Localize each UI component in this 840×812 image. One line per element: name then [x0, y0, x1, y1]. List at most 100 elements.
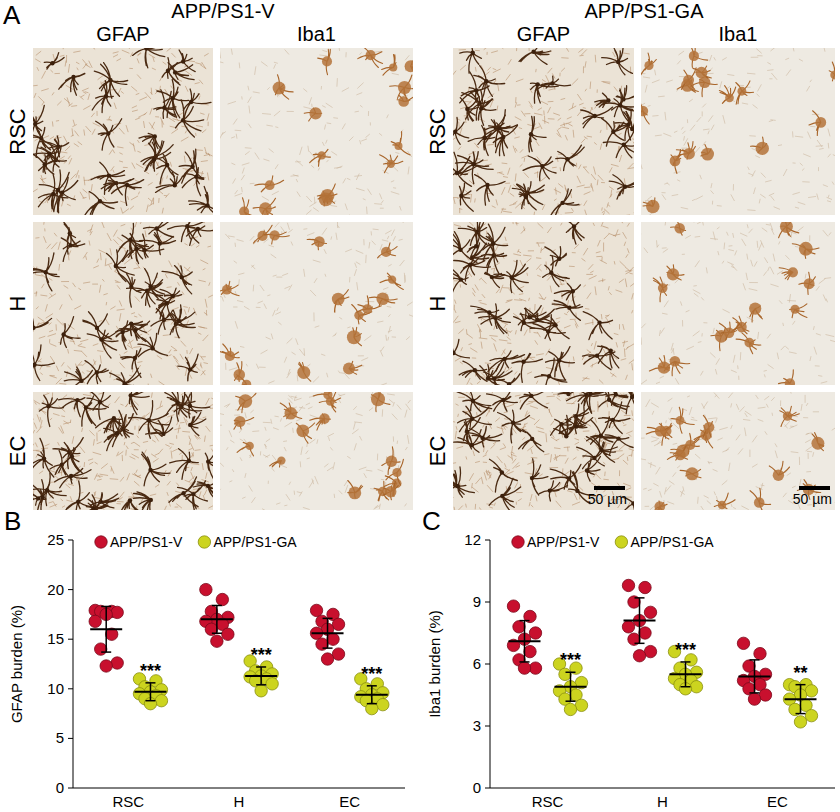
cell-body — [644, 61, 653, 70]
cell-process — [390, 75, 413, 99]
data-point — [690, 681, 702, 693]
cell-process — [380, 273, 403, 289]
micrograph-background — [641, 222, 835, 385]
cell-body — [318, 151, 326, 159]
cell-body — [670, 156, 681, 167]
cell-process — [453, 467, 464, 497]
cell-process — [474, 66, 505, 97]
cell-process — [162, 266, 192, 294]
cell-body — [618, 103, 622, 107]
cell-body — [187, 459, 191, 463]
cell-body — [153, 134, 157, 138]
cell-body — [273, 82, 286, 95]
error-cap — [796, 684, 806, 686]
cell-process — [162, 58, 180, 85]
scale-bar-label: 50 µm — [793, 491, 832, 507]
cell-body — [557, 358, 561, 362]
column-title: Iba1 — [297, 23, 336, 45]
cell-process — [609, 175, 634, 199]
y-tick — [68, 688, 73, 689]
cell-body — [725, 93, 734, 102]
cell-process — [483, 362, 512, 385]
cell-body — [631, 501, 634, 505]
cell-process — [812, 433, 824, 451]
y-tick-label: 20 — [47, 581, 64, 598]
mean-line — [739, 675, 771, 677]
data-point — [622, 621, 634, 633]
cell-body — [239, 206, 249, 215]
x-tick-label: RSC — [112, 793, 144, 810]
legend-swatch — [198, 536, 210, 548]
cell-body — [76, 500, 80, 504]
cell-process — [296, 423, 314, 443]
cell-process — [154, 90, 176, 119]
cell-process — [531, 83, 559, 103]
mean-line — [356, 694, 388, 696]
cell-body — [185, 224, 189, 228]
speckle — [33, 222, 213, 385]
error-cap — [367, 685, 377, 687]
cell-body — [84, 405, 88, 409]
y-axis-title: GFAP burden (%) — [8, 605, 25, 723]
error-cap — [635, 643, 645, 645]
micrograph-background — [453, 48, 634, 215]
data-point — [737, 637, 749, 649]
mean-line — [785, 698, 817, 700]
cell-body — [609, 349, 613, 353]
cell-body — [529, 132, 533, 136]
y-tick — [485, 540, 490, 541]
cell-body — [43, 162, 47, 166]
cell-body — [500, 470, 504, 474]
data-point — [529, 627, 541, 639]
cell-process — [193, 478, 213, 501]
cell-process — [671, 407, 694, 433]
cell-body — [491, 241, 495, 245]
data-point — [754, 647, 766, 659]
cell-body — [269, 230, 279, 240]
cell-body — [459, 277, 463, 281]
cell-process — [118, 223, 149, 258]
cell-body — [674, 223, 684, 233]
cell-process — [530, 315, 565, 341]
cell-body — [188, 367, 192, 371]
micrograph-texture — [641, 48, 835, 215]
cell-body — [689, 51, 699, 61]
error-cap — [681, 686, 691, 688]
significance: *** — [361, 664, 382, 684]
error-cap — [323, 618, 333, 620]
micrograph-background — [220, 222, 413, 385]
cell-body — [560, 201, 564, 205]
speckle — [220, 222, 413, 385]
cell-body — [658, 283, 668, 293]
cell-process — [33, 345, 54, 381]
cell-process — [520, 392, 548, 409]
cell-body — [614, 392, 618, 396]
cell-process — [646, 423, 669, 439]
cell-process — [61, 317, 81, 348]
cell-process — [829, 62, 835, 81]
data-point — [155, 695, 167, 707]
cell-process — [129, 392, 149, 415]
speckle — [453, 222, 634, 385]
cell-body — [133, 356, 137, 360]
cell-body — [453, 351, 456, 355]
y-tick — [485, 602, 490, 603]
cell-body — [597, 320, 601, 324]
legend-label: APP/PS1-V — [527, 534, 600, 550]
cell-body — [155, 226, 159, 230]
cell-process — [641, 53, 656, 76]
cell-process — [519, 430, 544, 452]
cell-body — [188, 404, 192, 408]
cell-body — [259, 202, 272, 215]
cell-body — [485, 183, 489, 187]
cell-process — [255, 176, 284, 192]
cell-body — [468, 263, 472, 267]
data-point — [111, 657, 123, 669]
panel-letter: B — [4, 506, 21, 536]
data-point — [200, 583, 212, 595]
cell-process — [33, 105, 44, 144]
data-point — [759, 689, 771, 701]
speckle — [641, 392, 835, 510]
cell-body — [206, 459, 210, 463]
cell-body — [611, 130, 615, 134]
